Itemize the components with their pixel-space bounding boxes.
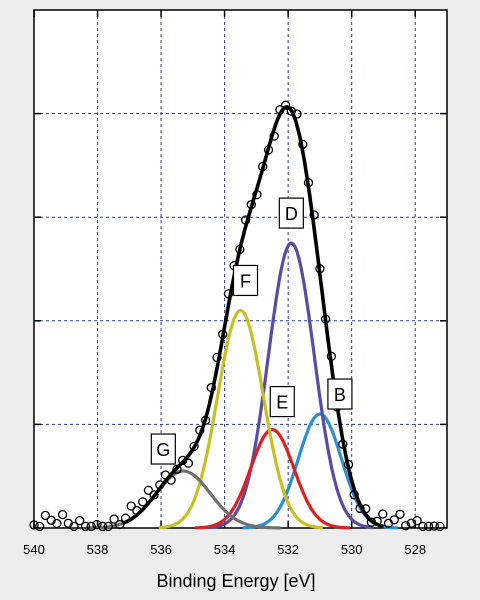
- component-curve-E: [194, 428, 351, 530]
- data-point: [35, 521, 45, 532]
- data-point: [92, 519, 102, 530]
- peak-labels: B D E F G: [150, 197, 353, 465]
- data-point: [195, 425, 205, 435]
- peak-label-B: B: [334, 385, 346, 405]
- data-point: [97, 521, 108, 532]
- data-point: [218, 329, 228, 339]
- axis-ticks: [33, 10, 447, 529]
- x-tick-label: 528: [404, 542, 426, 557]
- peak-label-box-G: [150, 433, 176, 465]
- data-point: [200, 415, 211, 425]
- data-point: [423, 521, 434, 532]
- x-axis-title: Binding Energy [eV]: [156, 571, 315, 591]
- data-point: [361, 504, 371, 514]
- data-point: [378, 509, 388, 519]
- data-point: [406, 518, 417, 528]
- peak-label-box-F: [232, 264, 259, 297]
- data-point: [292, 109, 302, 119]
- data-point: [286, 106, 296, 116]
- data-point: [126, 501, 136, 511]
- peak-label-F: F: [240, 271, 251, 291]
- data-point: [320, 314, 331, 324]
- data-point: [132, 505, 142, 516]
- component-curves: [85, 105, 398, 530]
- data-point: [275, 105, 285, 115]
- data-point: [303, 178, 314, 188]
- data-point: [343, 459, 354, 470]
- x-tick-label: 536: [150, 542, 172, 557]
- data-point: [212, 352, 222, 363]
- data-point: [412, 515, 422, 526]
- x-tick-labels: 540 538 536 534 532 530 528: [23, 542, 426, 557]
- data-point: [206, 382, 216, 393]
- data-point: [80, 521, 91, 532]
- data-point: [429, 521, 439, 531]
- component-curve-D: [209, 241, 374, 530]
- data-point: [109, 514, 119, 524]
- data-point: [178, 455, 188, 466]
- data-point: [280, 100, 291, 110]
- component-curve-G: [85, 469, 281, 530]
- data-point: [120, 513, 131, 523]
- data-point: [435, 521, 445, 532]
- peak-label-box-B: [327, 378, 353, 410]
- data-point: [252, 189, 262, 200]
- data-point: [418, 521, 428, 532]
- data-point: [258, 161, 268, 172]
- x-tick-label: 538: [87, 542, 109, 557]
- grid: [34, 10, 447, 528]
- data-point: [155, 480, 165, 490]
- data-point: [29, 520, 39, 530]
- data-point: [395, 509, 405, 519]
- data-point: [189, 441, 199, 452]
- data-point: [269, 131, 279, 141]
- data-point: [309, 210, 319, 220]
- data-point: [240, 215, 251, 225]
- data-point: [69, 521, 79, 532]
- data-point: [115, 519, 125, 530]
- data-point: [143, 485, 154, 495]
- data-point: [338, 439, 348, 449]
- data-point: [263, 145, 274, 155]
- data-point: [40, 510, 51, 521]
- x-tick-label: 532: [277, 542, 299, 557]
- peak-label-G: G: [156, 440, 170, 460]
- peak-label-box-D: [278, 197, 304, 229]
- data-point: [223, 289, 234, 299]
- data-point: [160, 470, 171, 480]
- data-point: [103, 521, 113, 532]
- peak-label-D: D: [285, 204, 298, 224]
- peak-label-box-E: [269, 385, 295, 418]
- data-point: [401, 521, 411, 531]
- data-point: [172, 464, 182, 474]
- data-point: [246, 199, 256, 210]
- data-point: [149, 490, 159, 500]
- data-point: [86, 521, 96, 532]
- data-point: [52, 518, 62, 529]
- data-point: [315, 264, 325, 274]
- data-point: [355, 503, 365, 514]
- data-point: [183, 458, 194, 468]
- data-point: [75, 515, 85, 526]
- data-point: [298, 139, 308, 150]
- peak-label-E: E: [276, 393, 288, 413]
- data-point: [389, 515, 399, 525]
- data-point: [235, 244, 245, 255]
- data-point: [138, 497, 148, 507]
- data-point: [166, 475, 176, 485]
- data-points: [29, 100, 445, 532]
- data-point: [57, 509, 68, 520]
- x-tick-label: 534: [214, 542, 236, 557]
- component-curve-F: [158, 308, 324, 530]
- data-point: [366, 517, 377, 527]
- x-tick-label: 530: [341, 542, 363, 557]
- x-tick-label: 540: [23, 542, 45, 557]
- data-point: [326, 351, 337, 361]
- data-point: [349, 490, 359, 500]
- data-point: [372, 516, 382, 526]
